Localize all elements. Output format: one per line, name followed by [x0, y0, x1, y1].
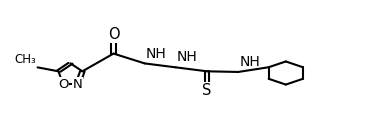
Text: NH: NH — [239, 55, 260, 69]
Text: NH: NH — [177, 51, 198, 64]
Text: N: N — [73, 78, 83, 91]
Text: NH: NH — [146, 46, 166, 61]
Text: O: O — [58, 78, 68, 91]
Text: S: S — [203, 83, 212, 98]
Text: CH₃: CH₃ — [14, 53, 36, 66]
Text: O: O — [108, 27, 120, 42]
